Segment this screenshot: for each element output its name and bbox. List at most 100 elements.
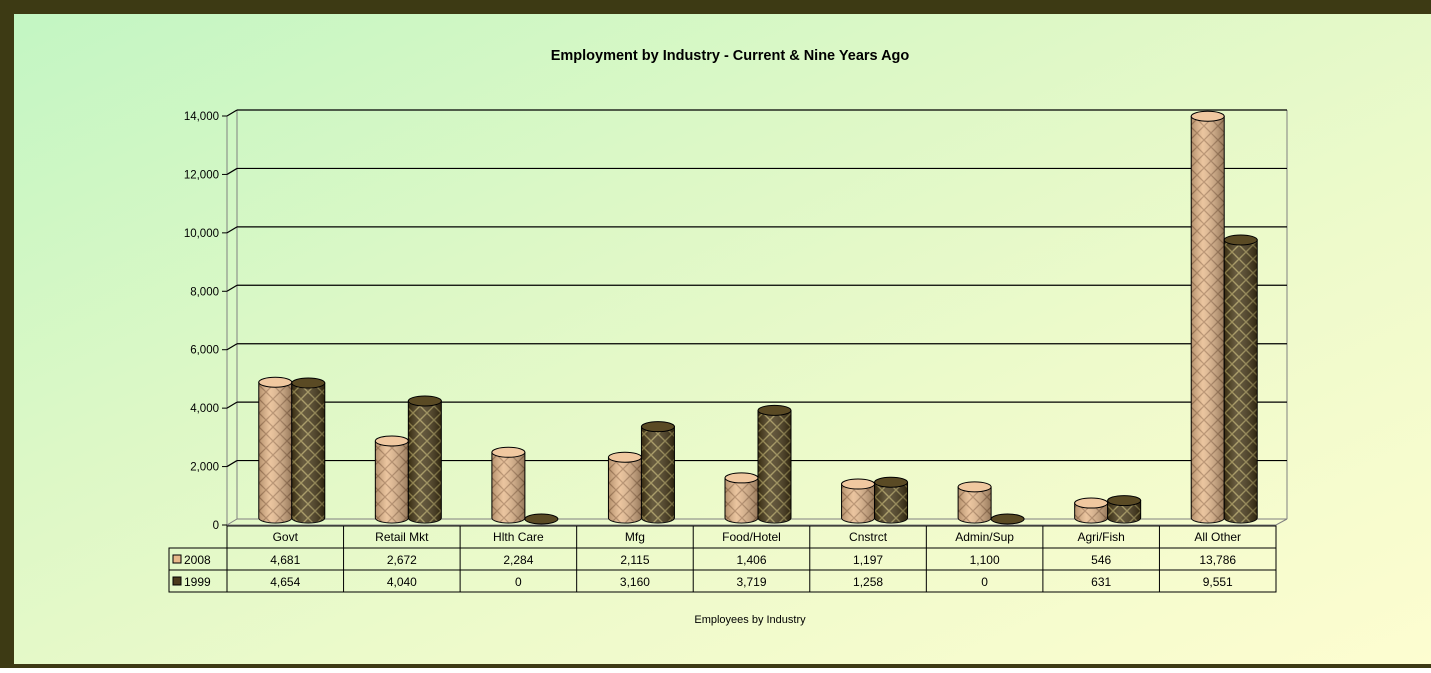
category-label: Mfg — [625, 530, 645, 544]
data-cell: 2,672 — [387, 553, 417, 567]
bar-top — [841, 478, 876, 490]
bar-shade — [258, 382, 292, 523]
bar-1999-food-hotel — [757, 404, 792, 524]
bar-top — [957, 481, 992, 493]
data-cell: 3,160 — [620, 575, 650, 589]
category-label: Admin/Sup — [955, 530, 1014, 544]
bars — [258, 110, 1258, 525]
y-tick-label: 10,000 — [184, 228, 219, 240]
legend-label: 2008 — [184, 553, 211, 567]
category-label: Agri/Fish — [1077, 530, 1124, 544]
bar-top — [640, 421, 675, 433]
data-cell: 631 — [1091, 575, 1111, 589]
bar-top — [374, 435, 409, 447]
data-cell: 3,719 — [736, 575, 766, 589]
bar-1999-all-other — [1223, 234, 1258, 524]
category-label: All Other — [1194, 530, 1241, 544]
category-label: Retail Mkt — [375, 530, 429, 544]
bar-top — [491, 446, 526, 458]
data-cell: 2,284 — [503, 553, 533, 567]
bar-shade — [758, 410, 791, 523]
bar-1999-admin-sup — [990, 513, 1025, 525]
y-tick-label: 6,000 — [190, 345, 219, 357]
y-tick-label: 8,000 — [190, 286, 219, 298]
legend-label: 1999 — [184, 575, 211, 589]
bar-top — [990, 513, 1025, 525]
data-cell: 1,406 — [736, 553, 766, 567]
gridline-diagonal — [226, 460, 238, 468]
bar-top — [291, 377, 326, 389]
bar-top — [407, 395, 442, 407]
data-cell: 1,258 — [853, 575, 883, 589]
bar-1999-cnstrct — [874, 476, 909, 524]
data-cell: 0 — [981, 575, 988, 589]
plot-area — [225, 110, 1288, 526]
bar-1999-mfg — [640, 421, 675, 524]
category-label: Cnstrct — [849, 530, 888, 544]
bar-top — [258, 376, 293, 388]
bar-shade — [408, 400, 442, 523]
bar-2008-all-other — [1190, 110, 1225, 524]
legend-swatch — [172, 576, 182, 586]
bar-1999-retail-mkt — [407, 395, 442, 524]
bar-2008-agri-fish — [1074, 497, 1109, 524]
y-axis: 0 2,000 4,000 6,000 8,000 10,000 12,000 14,000 — [184, 111, 227, 532]
bar-1999-agri-fish — [1107, 495, 1142, 524]
bar-shade — [1191, 116, 1225, 523]
bar-2008-cnstrct — [841, 478, 876, 524]
category-label: Hlth Care — [493, 530, 544, 544]
bar-shade — [1074, 503, 1108, 523]
bar-top — [524, 513, 559, 525]
gridline-diagonal — [226, 226, 238, 234]
chart-title: Employment by Industry - Current & Nine … — [551, 48, 910, 64]
data-cell: 0 — [515, 575, 522, 589]
data-cell: 4,040 — [387, 575, 417, 589]
bar-2008-hlth-care — [491, 446, 526, 524]
bar-shade — [874, 482, 908, 523]
gridline-diagonal — [226, 284, 238, 292]
gridlines — [226, 109, 1287, 468]
bar-2008-admin-sup — [957, 481, 992, 524]
y-tick-label: 0 — [213, 520, 219, 532]
bar-2008-food-hotel — [724, 472, 759, 524]
bar-shade — [608, 457, 642, 523]
bar-shade — [491, 452, 525, 523]
category-label: Govt — [273, 530, 299, 544]
bar-top — [874, 476, 909, 488]
data-cell: 2,115 — [620, 553, 649, 567]
gridline-diagonal — [226, 167, 238, 175]
bar-top — [724, 472, 759, 484]
y-tick-label: 2,000 — [190, 462, 219, 474]
bar-2008-mfg — [607, 451, 642, 524]
bar-shade — [641, 426, 675, 523]
data-cell: 13,786 — [1199, 553, 1236, 567]
bar-shade — [1107, 500, 1141, 523]
y-tick-label: 12,000 — [184, 169, 219, 181]
data-cell: 546 — [1091, 553, 1111, 567]
gridline-diagonal — [226, 401, 238, 409]
gridline-diagonal — [226, 343, 238, 351]
x-axis-label: Employees by Industry — [694, 614, 806, 626]
legend-swatch — [172, 554, 182, 564]
floor — [225, 518, 1288, 526]
bar-top — [607, 451, 642, 463]
data-cell: 4,681 — [270, 553, 300, 567]
data-cell: 9,551 — [1203, 575, 1233, 589]
bar-top — [757, 404, 792, 416]
data-cell: 4,654 — [270, 575, 300, 589]
bar-top — [1107, 495, 1142, 507]
data-table: Govt Retail Mkt Hlth Care Mfg Food/Hotel Cnst… — [168, 525, 1277, 593]
data-cell: 1,197 — [853, 553, 883, 567]
bar-top — [1190, 110, 1225, 122]
bar-shade — [375, 440, 409, 523]
y-tick-label: 14,000 — [184, 111, 219, 123]
bar-shade — [841, 484, 875, 523]
data-cell: 1,100 — [970, 553, 1000, 567]
bar-top — [1223, 234, 1258, 246]
bar-shade — [291, 383, 325, 523]
gridline-diagonal — [226, 109, 238, 117]
bar-2008-retail-mkt — [374, 435, 409, 524]
category-label: Food/Hotel — [722, 530, 781, 544]
bar-top — [1074, 497, 1109, 509]
